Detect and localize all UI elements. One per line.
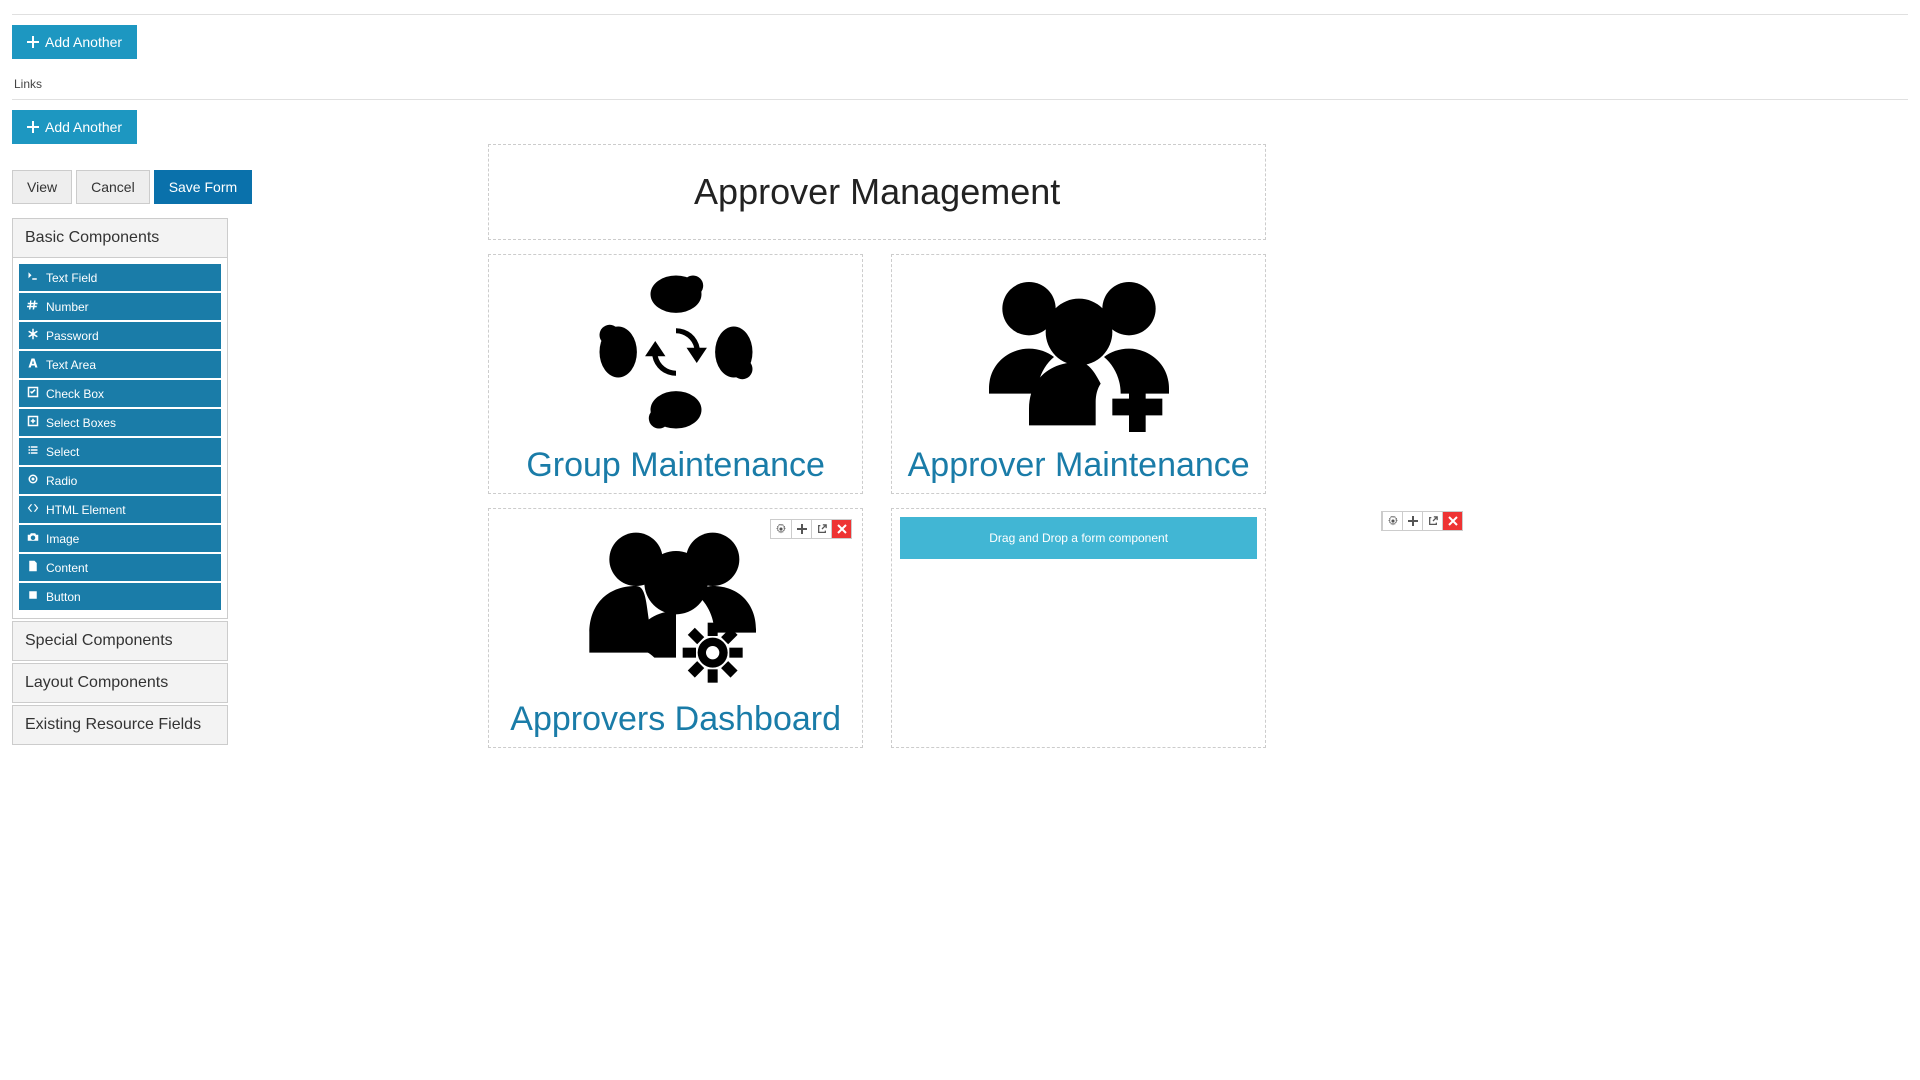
accordion-special-components[interactable]: Special Components [12, 621, 228, 661]
drop-column[interactable]: Drag and Drop a form component [891, 508, 1266, 748]
component-label: HTML Element [46, 503, 126, 517]
component-number[interactable]: Number [19, 293, 221, 320]
component-select[interactable]: Select [19, 438, 221, 465]
settings-icon[interactable] [1382, 512, 1402, 530]
component-text-area[interactable]: Text Area [19, 351, 221, 378]
settings-icon[interactable] [771, 520, 791, 538]
plus-icon [27, 121, 39, 133]
users-plus-icon [900, 267, 1257, 440]
tile-group-maintenance[interactable]: Group Maintenance [488, 254, 863, 494]
component-label: Select Boxes [46, 416, 116, 430]
component-label: Select [46, 445, 79, 459]
font-icon [27, 357, 39, 372]
tile-approver-maintenance[interactable]: Approver Maintenance [891, 254, 1266, 494]
tile-label: Approver Maintenance [900, 446, 1257, 485]
component-label: Text Field [46, 271, 97, 285]
list-icon [27, 444, 39, 459]
save-form-button[interactable]: Save Form [154, 170, 252, 204]
plus-square-icon [27, 415, 39, 430]
add-another-label: Add Another [45, 119, 122, 135]
components-sidebar: Basic Components Text Field Number Passwor… [12, 218, 228, 745]
view-button[interactable]: View [12, 170, 72, 204]
component-toolbar [770, 519, 852, 539]
sync-group-icon [497, 267, 854, 440]
component-html-element[interactable]: HTML Element [19, 496, 221, 523]
drop-target[interactable]: Drag and Drop a form component [900, 517, 1257, 559]
form-canvas: Approver Management Group Maintenance App… [488, 144, 1266, 748]
links-label: Links [14, 77, 1908, 91]
tile-label: Group Maintenance [497, 446, 854, 485]
accordion-basic-components[interactable]: Basic Components [12, 218, 228, 258]
external-icon[interactable] [811, 520, 831, 538]
check-icon [27, 386, 39, 401]
delete-icon[interactable] [1442, 512, 1462, 530]
component-check-box[interactable]: Check Box [19, 380, 221, 407]
component-text-field[interactable]: Text Field [19, 264, 221, 291]
component-image[interactable]: Image [19, 525, 221, 552]
camera-icon [27, 531, 39, 546]
dot-icon [27, 473, 39, 488]
component-password[interactable]: Password [19, 322, 221, 349]
component-toolbar [1381, 511, 1463, 531]
add-another-button-2[interactable]: Add Another [12, 110, 137, 144]
component-select-boxes[interactable]: Select Boxes [19, 409, 221, 436]
form-toolbar: View Cancel Save Form [12, 170, 252, 204]
divider-links [12, 99, 1908, 100]
accordion-existing-resource-fields[interactable]: Existing Resource Fields [12, 705, 228, 745]
tile-label: Approvers Dashboard [497, 700, 854, 739]
users-cog-icon [497, 521, 854, 694]
asterisk-icon [27, 328, 39, 343]
basic-components-list: Text Field Number Password Text Area Check B… [12, 258, 228, 619]
divider-top [12, 14, 1908, 15]
component-label: Radio [46, 474, 77, 488]
component-label: Image [46, 532, 79, 546]
component-label: Text Area [46, 358, 96, 372]
delete-icon[interactable] [831, 520, 851, 538]
form-title: Approver Management [509, 171, 1245, 213]
tile-approvers-dashboard[interactable]: Approvers Dashboard [488, 508, 863, 748]
component-label: Check Box [46, 387, 104, 401]
accordion-layout-components[interactable]: Layout Components [12, 663, 228, 703]
component-label: Password [46, 329, 99, 343]
add-icon[interactable] [791, 520, 811, 538]
add-another-label: Add Another [45, 34, 122, 50]
add-icon[interactable] [1402, 512, 1422, 530]
component-radio[interactable]: Radio [19, 467, 221, 494]
terminal-icon [27, 270, 39, 285]
add-another-button-1[interactable]: Add Another [12, 25, 137, 59]
code-icon [27, 502, 39, 517]
cancel-button[interactable]: Cancel [76, 170, 150, 204]
component-button[interactable]: Button [19, 583, 221, 610]
component-content[interactable]: Content [19, 554, 221, 581]
plus-icon [27, 36, 39, 48]
component-label: Button [46, 590, 81, 604]
external-icon[interactable] [1422, 512, 1442, 530]
hash-icon [27, 299, 39, 314]
component-label: Number [46, 300, 89, 314]
component-label: Content [46, 561, 88, 575]
form-title-box: Approver Management [488, 144, 1266, 240]
stop-icon [27, 589, 39, 604]
file-icon [27, 560, 39, 575]
